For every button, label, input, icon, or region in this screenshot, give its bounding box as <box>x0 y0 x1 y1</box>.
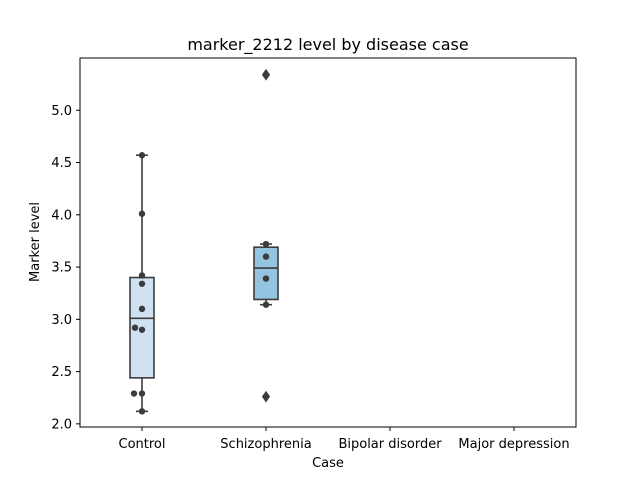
data-point <box>262 240 270 248</box>
chart-title: marker_2212 level by disease case <box>187 35 468 55</box>
point-group <box>130 71 270 415</box>
y-tick-label: 4.5 <box>51 156 72 171</box>
data-point <box>138 390 146 397</box>
box-schizophrenia <box>253 68 279 403</box>
data-point <box>138 152 146 159</box>
data-point <box>138 280 146 287</box>
data-point <box>138 305 146 313</box>
x-tick-label: Schizophrenia <box>220 437 311 452</box>
box-group <box>129 68 279 413</box>
y-tick-label: 5.0 <box>51 104 72 119</box>
y-tick-label: 2.0 <box>51 417 72 432</box>
plot-frame <box>79 57 577 428</box>
data-point <box>138 408 146 415</box>
data-point <box>262 275 270 282</box>
data-point <box>262 393 270 400</box>
y-tick-label: 3.0 <box>51 313 72 328</box>
x-axis: Control Schizophrenia Bipolar disorder Majo… <box>119 427 570 452</box>
y-tick-label: 4.0 <box>51 208 72 223</box>
data-point <box>130 390 138 397</box>
data-point <box>262 71 270 78</box>
data-point <box>138 272 146 279</box>
data-point <box>138 210 146 217</box>
data-point <box>262 301 270 308</box>
y-tick-label: 3.5 <box>51 261 72 276</box>
y-axis-label: Marker level <box>28 202 43 282</box>
data-point <box>138 326 146 333</box>
x-tick-label: Control <box>119 437 166 452</box>
x-axis-label: Case <box>312 456 344 471</box>
x-tick-label: Bipolar disorder <box>338 437 442 452</box>
y-tick-label: 2.5 <box>51 365 72 380</box>
data-point <box>262 253 270 260</box>
x-tick-label: Major depression <box>458 437 569 452</box>
data-point <box>131 324 139 331</box>
y-axis: 2.0 2.5 3.0 3.5 4.0 4.5 5.0 <box>51 104 80 432</box>
